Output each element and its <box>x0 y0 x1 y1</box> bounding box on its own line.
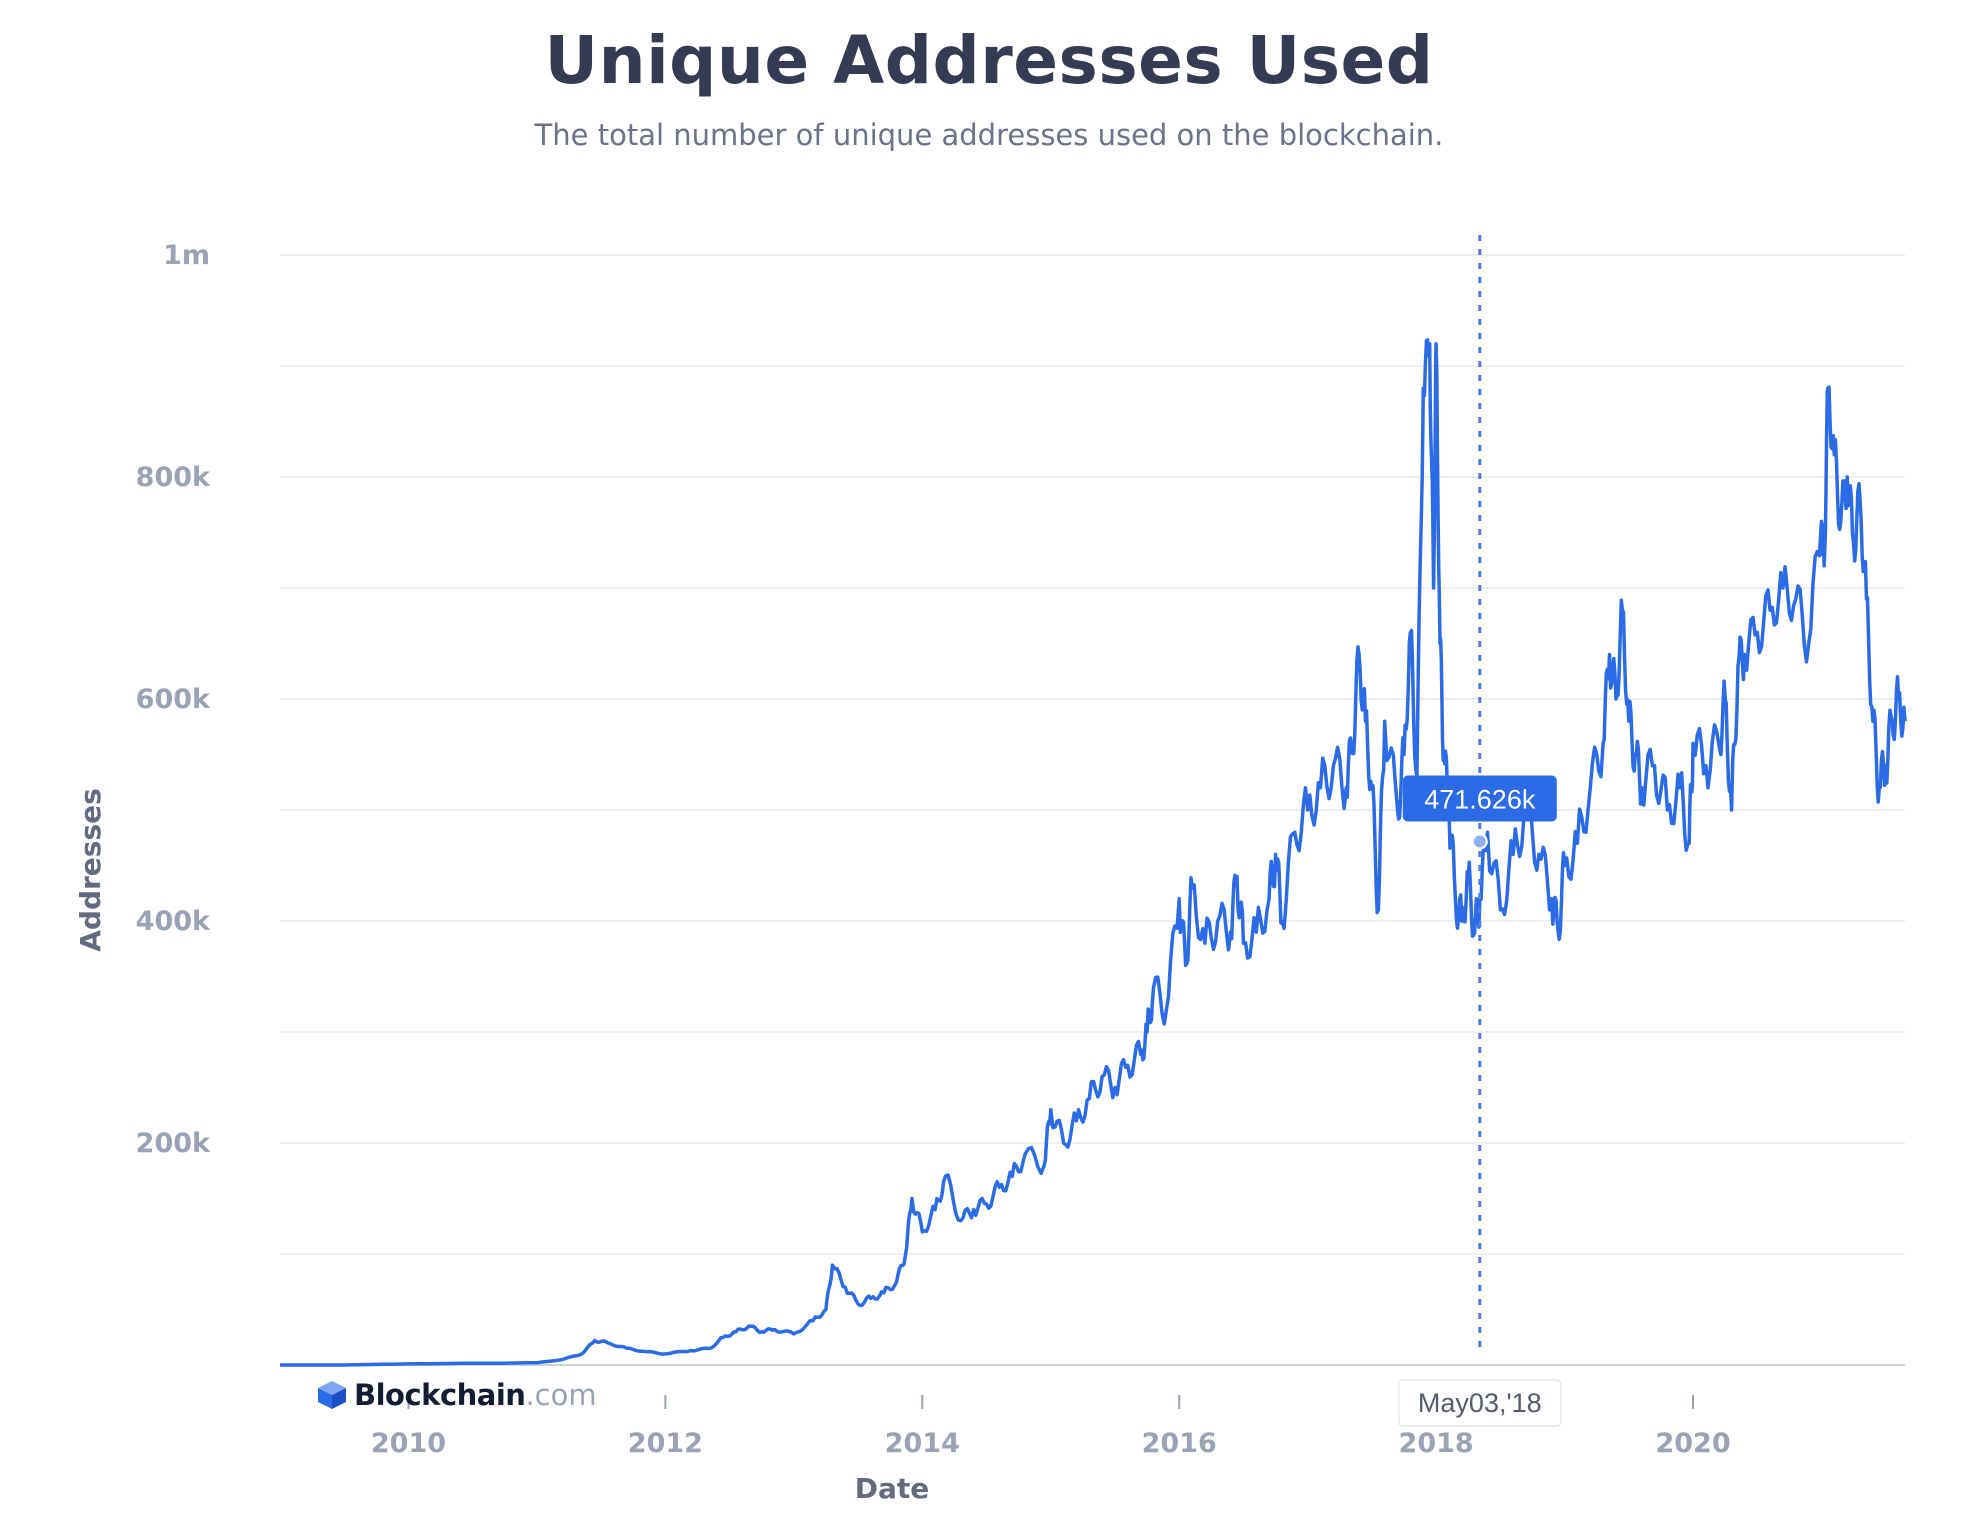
tooltip-value: 471.626k <box>1424 784 1536 814</box>
x-tick-label: 2010 <box>371 1428 446 1459</box>
hover-point[interactable] <box>1471 833 1488 850</box>
y-tick-label: 400k <box>136 906 211 937</box>
y-tick-label: 600k <box>136 684 211 715</box>
y-axis-label: Addresses <box>74 788 107 952</box>
chart-subtitle: The total number of unique addresses use… <box>534 118 1444 152</box>
blockchain-cube-icon <box>318 1381 346 1409</box>
y-axis-ticks: 200k 400k 600k 800k 1m <box>136 240 211 1159</box>
y-tick-label: 800k <box>136 462 211 493</box>
x-axis-label: Date <box>855 1472 930 1505</box>
blockchain-logo: Blockchain .com <box>316 1378 597 1412</box>
date-tooltip-box <box>1398 1379 1562 1427</box>
x-axis-ticks: 2010 2012 2014 2016 2018 2020 <box>371 1395 1731 1459</box>
x-tick-label: 2018 <box>1399 1428 1474 1459</box>
grid-lines <box>280 254 1905 1255</box>
logo-wordmark: Blockchain <box>354 1378 526 1412</box>
date-tooltip-label: May03,'18 <box>1418 1388 1542 1418</box>
logo-suffix: .com <box>525 1378 597 1412</box>
x-tick-label: 2016 <box>1142 1428 1217 1459</box>
x-tick-label: 2012 <box>628 1428 703 1459</box>
x-tick-label: 2020 <box>1655 1428 1730 1459</box>
x-tick-label: 2014 <box>885 1428 960 1459</box>
series-line[interactable] <box>280 338 1907 1367</box>
y-tick-label: 1m <box>163 240 210 271</box>
tooltip-box <box>1402 775 1557 822</box>
y-tick-label: 200k <box>136 1128 211 1159</box>
chart-title: Unique Addresses Used <box>544 22 1434 99</box>
value-tooltip: 471.626k <box>1402 775 1557 822</box>
date-tooltip: May03,'18 <box>1398 1379 1562 1427</box>
